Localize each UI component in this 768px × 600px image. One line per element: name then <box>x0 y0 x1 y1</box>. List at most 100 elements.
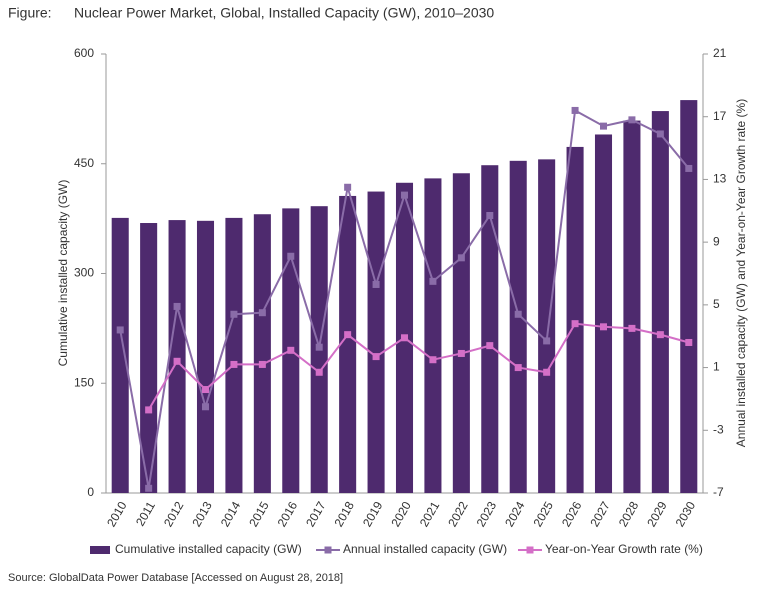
x-tick-label: 2014 <box>218 499 244 529</box>
y2-tick-label: 17 <box>713 109 727 123</box>
y-axis-label: Cumulative installed capacity (GW) <box>56 180 70 367</box>
marker <box>258 309 266 317</box>
x-tick-label: 2018 <box>332 499 358 529</box>
x-tick-label: 2012 <box>161 499 187 529</box>
bar <box>367 191 385 493</box>
x-tick-label: 2027 <box>587 499 613 529</box>
marker <box>202 403 209 411</box>
marker <box>401 334 408 342</box>
x-tick-label: 2021 <box>417 499 443 529</box>
marker <box>543 337 551 345</box>
bar <box>452 173 470 494</box>
bar <box>339 195 357 493</box>
x-tick-label: 2016 <box>275 499 301 529</box>
marker <box>401 191 408 199</box>
bar <box>509 160 527 493</box>
y-tick-label: 150 <box>74 375 94 389</box>
source: Source: GlobalData Power Database [Acces… <box>8 572 343 584</box>
legend-swatch <box>90 546 110 554</box>
marker <box>116 326 124 334</box>
marker <box>486 342 494 350</box>
x-tick-label: 2010 <box>104 499 130 529</box>
marker <box>628 324 636 332</box>
x-tick-label: 2029 <box>644 499 670 529</box>
marker <box>514 364 522 372</box>
marker <box>372 353 380 361</box>
y-tick-label: 450 <box>74 156 94 170</box>
bar <box>651 111 669 493</box>
bar <box>566 146 584 493</box>
bar <box>538 159 556 494</box>
x-tick-label: 2024 <box>502 499 528 529</box>
marker <box>656 130 664 138</box>
marker <box>173 357 181 365</box>
x-tick-label: 2019 <box>360 499 386 529</box>
marker <box>571 106 579 114</box>
marker <box>202 386 209 394</box>
bar <box>196 220 215 493</box>
legend-swatch <box>324 546 332 554</box>
x-tick-label: 2017 <box>303 499 329 529</box>
y-tick-label: 0 <box>87 485 94 499</box>
bar <box>424 178 442 493</box>
marker <box>600 323 607 331</box>
marker <box>315 343 323 351</box>
marker <box>685 164 693 172</box>
y2-tick-label: -7 <box>713 485 724 499</box>
marker <box>372 280 380 288</box>
legend-label: Year-on-Year Growth rate (%) <box>545 542 703 556</box>
chart-title: Nuclear Power Market, Global, Installed … <box>74 5 494 21</box>
bar <box>253 214 271 494</box>
legend-label: Cumulative installed capacity (GW) <box>115 542 302 556</box>
marker <box>287 346 295 354</box>
marker <box>543 368 551 376</box>
y2-tick-label: 13 <box>713 172 727 186</box>
x-tick-label: 2028 <box>616 499 642 529</box>
y2-tick-label: -3 <box>713 422 724 436</box>
marker <box>685 338 693 346</box>
bar <box>140 223 158 493</box>
y2-tick-label: 9 <box>713 234 720 248</box>
y2-axis-label: Annual installed capacity (GW) and Year-… <box>734 99 748 447</box>
bar <box>623 120 641 493</box>
bar <box>680 100 698 493</box>
bar <box>594 134 613 493</box>
marker <box>656 331 664 339</box>
y-tick-label: 600 <box>74 46 94 60</box>
bar <box>481 165 499 494</box>
marker <box>486 211 494 219</box>
line <box>147 322 690 411</box>
x-tick-label: 2026 <box>559 499 585 529</box>
y-tick-label: 300 <box>74 266 94 280</box>
marker <box>628 116 636 124</box>
bar <box>225 217 243 494</box>
x-tick-label: 2025 <box>531 499 557 529</box>
marker <box>600 122 607 130</box>
figure-label: Figure: <box>8 5 52 21</box>
legend-label: Annual installed capacity (GW) <box>343 542 507 556</box>
marker <box>457 349 465 357</box>
legend-swatch <box>526 546 534 554</box>
x-tick-label: 2022 <box>445 499 471 529</box>
marker <box>173 302 181 310</box>
bar <box>111 217 129 494</box>
y2-tick-label: 21 <box>713 46 727 60</box>
marker <box>344 183 352 191</box>
marker <box>230 310 238 318</box>
marker <box>287 252 295 260</box>
marker <box>571 320 579 328</box>
marker <box>344 331 352 339</box>
x-tick-label: 2020 <box>388 499 414 529</box>
y2-tick-label: 1 <box>713 360 720 374</box>
y2-tick-label: 5 <box>713 297 720 311</box>
marker <box>145 406 153 414</box>
marker <box>429 356 437 364</box>
x-tick-label: 2015 <box>246 499 272 529</box>
bar <box>168 220 186 494</box>
marker <box>230 360 238 368</box>
marker <box>429 277 437 285</box>
marker <box>258 360 266 368</box>
marker <box>514 310 522 318</box>
marker <box>145 484 153 492</box>
